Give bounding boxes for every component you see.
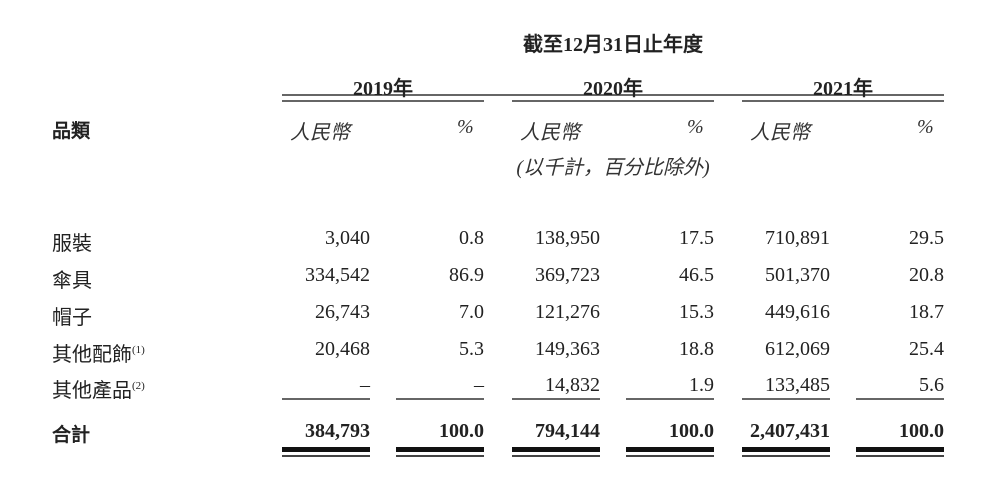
- double-rule: [626, 447, 714, 452]
- title-rule: [282, 94, 944, 96]
- category-name: 帽子: [52, 307, 92, 329]
- table-cell: 7.0: [459, 301, 484, 323]
- table-cell: –: [474, 374, 484, 396]
- category-label: 帽子: [52, 301, 92, 330]
- year-rule: [742, 100, 944, 102]
- currency-header: 人民幣: [520, 122, 580, 144]
- table-cell: 369,723: [535, 264, 600, 286]
- table-cell: 25.4: [909, 338, 944, 360]
- category-label: 服裝: [52, 227, 92, 256]
- subtotal-rule: [742, 398, 830, 400]
- total-cell: 384,793: [305, 420, 370, 442]
- unit-note: (以千計，百分比除外): [516, 157, 710, 179]
- percent-header: %: [457, 116, 474, 138]
- table-cell: 17.5: [679, 227, 714, 249]
- double-rule: [512, 455, 600, 457]
- year-rule: [512, 100, 714, 102]
- currency-header: 人民幣: [750, 122, 810, 144]
- double-rule: [282, 455, 370, 457]
- table-cell: 14,832: [545, 374, 600, 396]
- table-cell: 46.5: [679, 264, 714, 286]
- table-cell: 449,616: [765, 301, 830, 323]
- total-cell: 794,144: [535, 420, 600, 442]
- category-label: 其他產品(2): [52, 374, 145, 403]
- double-rule: [742, 455, 830, 457]
- year-header: 2021年: [813, 78, 873, 100]
- category-name: 其他產品: [52, 380, 132, 402]
- table-cell: 1.9: [689, 374, 714, 396]
- footnote-marker: (2): [132, 380, 145, 392]
- table-cell: 3,040: [325, 227, 370, 249]
- table-cell: 86.9: [449, 264, 484, 286]
- total-label: 合計: [52, 424, 91, 446]
- table-cell: 149,363: [535, 338, 600, 360]
- table-title: 截至12月31日止年度: [523, 34, 703, 56]
- table-cell: 5.6: [919, 374, 944, 396]
- table-cell: 612,069: [765, 338, 830, 360]
- category-label: 其他配飾(1): [52, 338, 145, 367]
- table-cell: 26,743: [315, 301, 370, 323]
- subtotal-rule: [282, 398, 370, 400]
- table-cell: 710,891: [765, 227, 830, 249]
- total-cell: 100.0: [669, 420, 714, 442]
- category-header: 品類: [52, 120, 91, 142]
- double-rule: [742, 447, 830, 452]
- table-cell: 501,370: [765, 264, 830, 286]
- table-cell: 5.3: [459, 338, 484, 360]
- double-rule: [626, 455, 714, 457]
- table-cell: 121,276: [535, 301, 600, 323]
- year-header: 2019年: [353, 78, 413, 100]
- total-cell: 100.0: [439, 420, 484, 442]
- currency-header: 人民幣: [290, 122, 350, 144]
- year-header: 2020年: [583, 78, 643, 100]
- double-rule: [856, 447, 944, 452]
- percent-header: %: [917, 116, 934, 138]
- table-cell: 15.3: [679, 301, 714, 323]
- table-cell: 0.8: [459, 227, 484, 249]
- table-cell: 18.7: [909, 301, 944, 323]
- table-cell: 29.5: [909, 227, 944, 249]
- category-name: 服裝: [52, 233, 92, 255]
- table-cell: –: [360, 374, 370, 396]
- category-name: 傘具: [52, 270, 92, 292]
- category-label: 傘具: [52, 264, 92, 293]
- percent-header: %: [687, 116, 704, 138]
- double-rule: [282, 447, 370, 452]
- subtotal-rule: [856, 398, 944, 400]
- table-cell: 20.8: [909, 264, 944, 286]
- total-cell: 100.0: [899, 420, 944, 442]
- total-cell: 2,407,431: [750, 420, 830, 442]
- table-cell: 18.8: [679, 338, 714, 360]
- double-rule: [512, 447, 600, 452]
- year-rule: [282, 100, 484, 102]
- double-rule: [396, 447, 484, 452]
- double-rule: [856, 455, 944, 457]
- table-cell: 334,542: [305, 264, 370, 286]
- table-cell: 138,950: [535, 227, 600, 249]
- table-cell: 133,485: [765, 374, 830, 396]
- subtotal-rule: [626, 398, 714, 400]
- footnote-marker: (1): [132, 344, 145, 356]
- subtotal-rule: [396, 398, 484, 400]
- category-name: 其他配飾: [52, 344, 132, 366]
- double-rule: [396, 455, 484, 457]
- table-cell: 20,468: [315, 338, 370, 360]
- subtotal-rule: [512, 398, 600, 400]
